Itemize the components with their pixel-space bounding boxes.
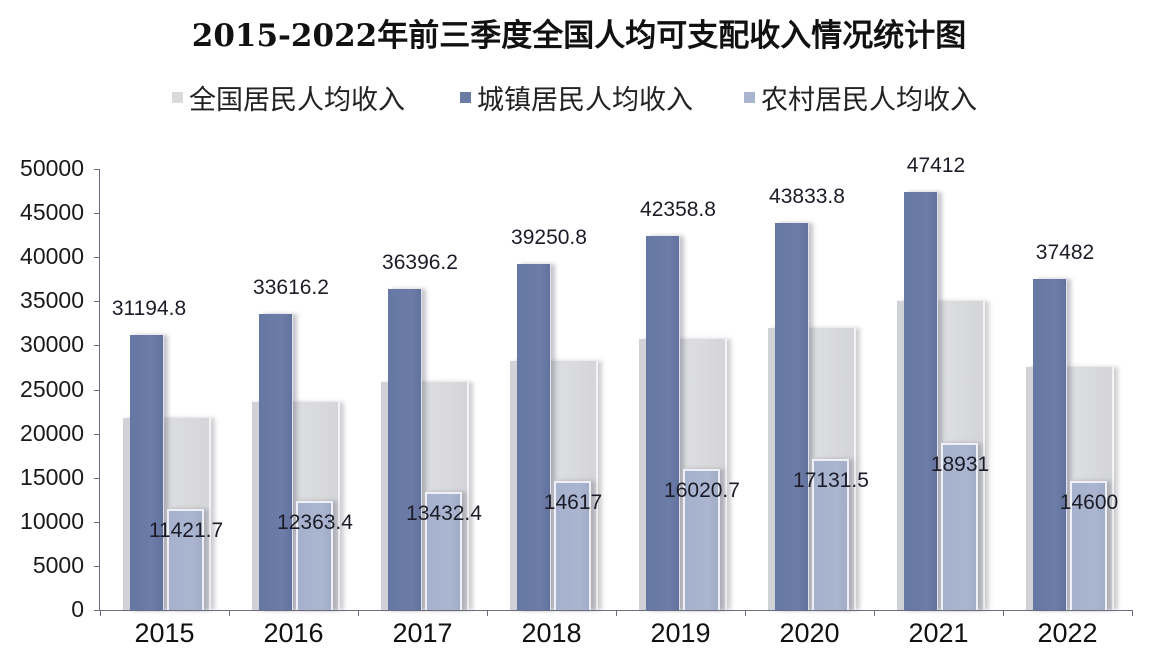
bar-rural (683, 468, 720, 610)
bar-urban (130, 334, 164, 610)
bar-rural (167, 509, 204, 610)
legend-item-urban: 城镇居民人均收入 (460, 78, 693, 117)
y-tick-label: 25000 (20, 375, 84, 402)
x-tick-label: 2019 (650, 618, 711, 648)
bar-urban (646, 236, 680, 610)
data-label-rural: 13432.4 (406, 501, 482, 525)
x-tick-mark (616, 610, 617, 616)
bar-rural (812, 458, 849, 610)
x-tick-mark (1132, 610, 1133, 616)
bar-urban (517, 263, 551, 610)
x-tick-mark (874, 610, 875, 616)
data-label-urban: 36396.2 (382, 250, 458, 274)
y-tick-mark (94, 610, 100, 611)
data-label-urban: 47412 (906, 153, 966, 177)
y-tick-mark (94, 345, 100, 347)
x-tick-label: 2015 (134, 618, 195, 648)
y-tick-label: 45000 (20, 199, 84, 226)
y-tick-mark (94, 565, 100, 567)
y-tick-mark (94, 521, 100, 523)
x-tick-mark (1003, 610, 1004, 616)
y-tick-mark (94, 257, 100, 259)
data-label-rural: 18931 (930, 453, 990, 477)
bar-urban (388, 288, 422, 610)
y-tick-label: 50000 (20, 155, 84, 181)
y-tick-label: 0 (71, 596, 84, 622)
y-tick-mark (94, 389, 100, 391)
data-label-urban: 37482 (1035, 241, 1095, 265)
legend-swatch-national-icon (172, 92, 183, 103)
x-tick-label: 2016 (263, 618, 324, 648)
legend-label-urban: 城镇居民人均收入 (477, 85, 693, 116)
y-tick-mark (94, 477, 100, 479)
data-label-rural: 17131.5 (793, 468, 869, 492)
legend-swatch-rural-icon (744, 92, 755, 103)
x-tick-label: 2020 (779, 618, 840, 648)
x-tick-label: 2021 (908, 618, 969, 648)
bar-rural (554, 481, 591, 610)
y-tick-label: 10000 (20, 507, 84, 534)
bar-urban (775, 223, 809, 610)
x-tick-label: 2022 (1037, 618, 1098, 648)
x-tick-label: 2018 (521, 618, 582, 648)
y-tick-label: 20000 (20, 419, 84, 446)
data-label-rural: 16020.7 (664, 478, 740, 502)
chart-legend: 全国居民人均收入 城镇居民人均收入 农村居民人均收入 (0, 78, 1158, 118)
legend-label-rural: 农村居民人均收入 (761, 85, 977, 116)
bar-rural (941, 443, 978, 610)
y-tick-label: 15000 (20, 463, 84, 490)
legend-item-rural: 农村居民人均收入 (744, 78, 977, 117)
x-tick-mark (229, 610, 230, 616)
data-label-urban: 31194.8 (111, 296, 187, 320)
legend-item-national: 全国居民人均收入 (172, 78, 405, 117)
y-tick-mark (94, 433, 100, 435)
x-tick-mark (358, 610, 359, 616)
data-label-rural: 14600 (1059, 491, 1119, 515)
x-tick-mark (745, 610, 746, 616)
x-tick-mark (100, 610, 101, 616)
bar-rural (296, 500, 333, 610)
x-tick-mark (487, 610, 488, 616)
x-axis-line (99, 610, 1132, 611)
y-tick-label: 5000 (32, 551, 84, 578)
x-tick-label: 2017 (392, 618, 453, 648)
data-label-rural: 11421.7 (148, 519, 224, 543)
data-label-rural: 12363.4 (277, 510, 353, 534)
y-tick-label: 30000 (20, 331, 84, 358)
y-tick-mark (94, 301, 100, 303)
y-tick-mark (94, 213, 100, 215)
chart-title: 2015-2022年前三季度全国人均可支配收入情况统计图 (191, 18, 967, 54)
y-tick-label: 35000 (20, 287, 84, 314)
data-label-urban: 43833.8 (769, 185, 845, 209)
data-label-urban: 39250.8 (511, 225, 587, 249)
data-label-rural: 14617 (543, 491, 603, 515)
legend-label-national: 全国居民人均收入 (189, 85, 405, 116)
bar-urban (1033, 279, 1067, 610)
bar-rural (1070, 481, 1107, 610)
data-label-urban: 42358.8 (640, 198, 716, 222)
y-tick-label: 40000 (20, 243, 84, 270)
bar-urban (904, 191, 938, 610)
y-tick-mark (94, 169, 100, 170)
bar-rural (425, 491, 462, 610)
data-label-urban: 33616.2 (253, 275, 329, 299)
legend-swatch-urban-icon (460, 92, 471, 103)
bar-urban (259, 313, 293, 610)
